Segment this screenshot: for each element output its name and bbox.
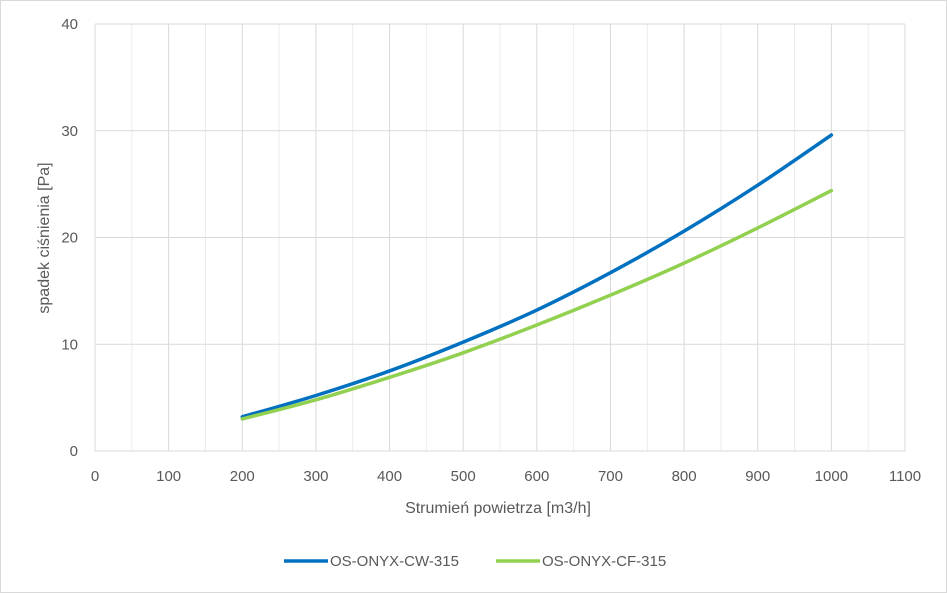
series-lines	[240, 133, 834, 421]
grid-lines	[94, 23, 906, 452]
y-tick-label: 40	[61, 16, 78, 33]
x-axis-tick-labels: 0 100 200 300 400 500 600 700 800 900 1000 1100	[91, 468, 921, 485]
y-tick-label: 20	[61, 230, 78, 247]
x-tick-label: 300	[303, 468, 328, 485]
x-tick-label: 400	[377, 468, 402, 485]
x-tick-label: 900	[745, 468, 770, 485]
legend-label: OS-ONYX-CW-315	[330, 553, 459, 570]
x-tick-label: 600	[524, 468, 549, 485]
series-line-1	[240, 133, 834, 419]
y-tick-label: 30	[61, 123, 78, 140]
x-tick-label: 700	[598, 468, 623, 485]
x-tick-label: 800	[672, 468, 697, 485]
x-tick-label: 100	[156, 468, 181, 485]
legend-label: OS-ONYX-CF-315	[542, 553, 666, 570]
legend: OS-ONYX-CW-315 OS-ONYX-CF-315	[284, 553, 666, 570]
series-line-2	[240, 188, 834, 421]
x-tick-label: 500	[451, 468, 476, 485]
x-tick-label: 1000	[815, 468, 848, 485]
y-tick-label: 0	[70, 443, 78, 460]
y-axis-title: spadek ciśnienia [Pa]	[36, 162, 53, 313]
x-tick-label: 200	[230, 468, 255, 485]
y-tick-label: 10	[61, 336, 78, 353]
x-axis-title: Strumień powietrza [m3/h]	[405, 500, 591, 517]
x-tick-label: 0	[91, 468, 99, 485]
y-axis-tick-labels: 0 10 20 30 40	[61, 16, 78, 460]
x-tick-label: 1100	[889, 468, 921, 485]
